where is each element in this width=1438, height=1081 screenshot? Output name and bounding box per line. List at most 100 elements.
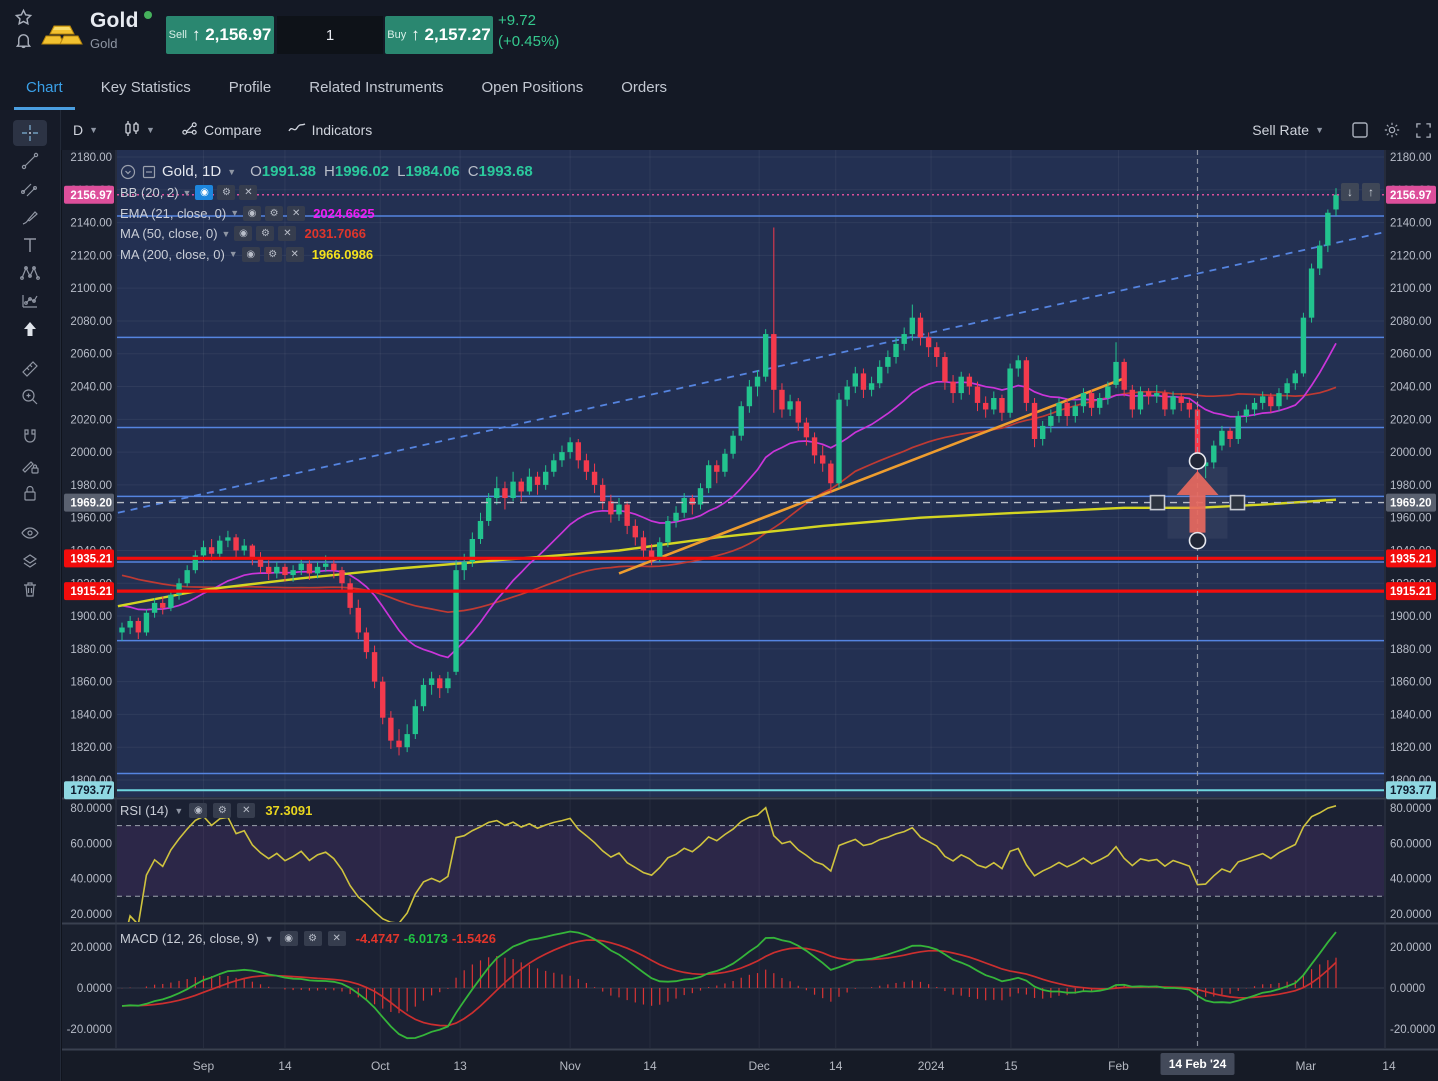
favorite-star-icon[interactable] — [14, 8, 33, 27]
macd-values: -4.4747 -6.0173 -1.5426 — [355, 931, 496, 946]
tab-open-positions[interactable]: Open Positions — [481, 78, 584, 96]
svg-text:2060.00: 2060.00 — [70, 349, 112, 361]
settings-gear-icon[interactable] — [1383, 121, 1401, 139]
gold-logo — [40, 12, 86, 57]
symbol-legend[interactable]: Gold, 1D ▼ O1991.38 H1996.02 L1984.06 C1993… — [120, 163, 533, 180]
svg-text:1980.00: 1980.00 — [1390, 480, 1432, 492]
svg-text:1900.00: 1900.00 — [70, 611, 112, 623]
trend-line-icon[interactable] — [13, 148, 47, 174]
close-icon[interactable]: ✕ — [327, 931, 346, 946]
buy-button[interactable]: Buy ↑ 2,157.27 — [385, 16, 493, 54]
eye-icon[interactable]: ◉ — [234, 226, 253, 241]
crosshair-icon[interactable] — [13, 120, 47, 146]
gear-icon[interactable]: ⚙ — [303, 931, 322, 946]
snapshot-icon[interactable] — [1351, 121, 1369, 139]
eye-icon[interactable] — [13, 520, 47, 546]
svg-text:40.0000: 40.0000 — [1390, 874, 1432, 886]
scroll-up-button[interactable]: ↑ — [1362, 183, 1380, 201]
eye-icon[interactable]: ◉ — [241, 246, 260, 262]
svg-text:1840.00: 1840.00 — [1390, 709, 1432, 721]
rsi-legend[interactable]: RSI (14) ▼ ◉ ⚙ ✕ 37.3091 — [120, 803, 313, 818]
collapse-circle-icon[interactable] — [120, 164, 136, 180]
chart-style-selector[interactable]: ▼ — [111, 110, 168, 150]
market-open-dot — [143, 11, 152, 19]
tab-orders[interactable]: Orders — [621, 78, 668, 96]
magnet-icon[interactable] — [13, 424, 47, 450]
symbol-box-icon[interactable] — [142, 165, 156, 179]
svg-text:14: 14 — [829, 1059, 843, 1073]
indicator-row-ema[interactable]: EMA (21, close, 0) ▼ ◉ ⚙ ✕ 2024.6625 — [120, 205, 375, 221]
indicator-row-bb[interactable]: BB (20, 2) ▼ ◉ ⚙ ✕ — [120, 185, 258, 200]
tab-profile[interactable]: Profile — [228, 78, 272, 96]
svg-text:20.0000: 20.0000 — [70, 909, 112, 921]
eye-icon[interactable]: ◉ — [243, 205, 262, 221]
forecast-icon[interactable] — [13, 288, 47, 314]
svg-text:1860.00: 1860.00 — [1390, 677, 1432, 689]
gear-icon[interactable]: ⚙ — [213, 803, 232, 818]
drawing-tool-rail — [0, 110, 61, 1081]
chevron-down-icon[interactable]: ▼ — [227, 166, 237, 177]
lock-icon[interactable] — [13, 480, 47, 506]
interval-selector[interactable]: D ▼ — [60, 110, 111, 150]
svg-text:Feb: Feb — [1108, 1059, 1129, 1073]
tab-key-statistics[interactable]: Key Statistics — [100, 78, 191, 96]
gear-icon[interactable]: ⚙ — [256, 226, 275, 241]
zoom-in-icon[interactable] — [13, 384, 47, 410]
rate-type-selector[interactable]: Sell Rate ▼ — [1239, 110, 1337, 150]
eye-icon[interactable]: ◉ — [279, 931, 298, 946]
svg-text:1969.20: 1969.20 — [70, 498, 112, 510]
layers-icon[interactable] — [13, 548, 47, 574]
macd-legend[interactable]: MACD (12, 26, close, 9) ▼ ◉ ⚙ ✕ -4.4747 -6.0… — [120, 931, 496, 946]
macd-label[interactable]: MACD (12, 26, close, 9) — [120, 931, 259, 946]
arrow-up-icon[interactable] — [13, 316, 47, 342]
svg-text:60.0000: 60.0000 — [1390, 838, 1432, 850]
indicators-button[interactable]: Indicators — [275, 110, 386, 150]
gear-icon[interactable]: ⚙ — [217, 185, 236, 200]
rsi-label[interactable]: RSI (14) — [120, 803, 169, 818]
close-icon[interactable]: ✕ — [285, 246, 304, 262]
close-icon[interactable]: ✕ — [237, 803, 256, 818]
svg-text:1935.21: 1935.21 — [70, 553, 112, 565]
xabcd-pattern-icon[interactable] — [13, 260, 47, 286]
ohlc-values: O1991.38 H1996.02 L1984.06 C1993.68 — [250, 163, 533, 180]
eye-icon[interactable]: ◉ — [195, 185, 214, 200]
svg-text:2000.00: 2000.00 — [70, 447, 112, 459]
eye-icon[interactable]: ◉ — [189, 803, 208, 818]
svg-text:1793.77: 1793.77 — [1390, 785, 1432, 797]
close-icon[interactable]: ✕ — [287, 205, 306, 221]
close-icon[interactable]: ✕ — [239, 185, 258, 200]
indicator-row-ma[interactable]: MA (200, close, 0) ▼ ◉ ⚙ ✕ 1966.0986 — [120, 246, 374, 262]
text-icon[interactable] — [13, 232, 47, 258]
svg-text:40.0000: 40.0000 — [70, 874, 112, 886]
close-icon[interactable]: ✕ — [278, 226, 297, 241]
chevron-down-icon: ▼ — [1315, 125, 1324, 135]
svg-text:14: 14 — [278, 1059, 292, 1073]
ruler-icon[interactable] — [13, 356, 47, 382]
gear-icon[interactable]: ⚙ — [265, 205, 284, 221]
svg-text:2156.97: 2156.97 — [1390, 190, 1432, 202]
tab-chart[interactable]: Chart — [14, 65, 75, 110]
svg-text:2040.00: 2040.00 — [1390, 382, 1432, 394]
svg-text:2080.00: 2080.00 — [70, 316, 112, 328]
gear-icon[interactable]: ⚙ — [263, 246, 282, 262]
alert-bell-icon[interactable] — [14, 31, 33, 50]
quantity-input[interactable]: 1 — [277, 16, 383, 54]
sell-label: Sell — [168, 29, 187, 41]
svg-text:1820.00: 1820.00 — [1390, 742, 1432, 754]
sell-button[interactable]: Sell ↑ 2,156.97 — [166, 16, 274, 54]
trash-icon[interactable] — [13, 576, 47, 602]
svg-text:2080.00: 2080.00 — [1390, 316, 1432, 328]
compare-button[interactable]: Compare — [168, 110, 275, 150]
svg-text:2180.00: 2180.00 — [70, 152, 112, 164]
svg-text:2120.00: 2120.00 — [70, 250, 112, 262]
scroll-down-button[interactable]: ↓ — [1341, 183, 1359, 201]
svg-text:2180.00: 2180.00 — [1390, 152, 1432, 164]
symbol-name[interactable]: Gold, 1D — [162, 163, 222, 180]
brush-icon[interactable] — [13, 204, 47, 230]
parallel-lines-icon[interactable] — [13, 176, 47, 202]
tab-related-instruments[interactable]: Related Instruments — [309, 78, 444, 96]
fullscreen-icon[interactable] — [1415, 122, 1432, 139]
indicator-row-ma[interactable]: MA (50, close, 0) ▼ ◉ ⚙ ✕ 2031.7066 — [120, 226, 366, 241]
draw-lock-icon[interactable] — [13, 452, 47, 478]
